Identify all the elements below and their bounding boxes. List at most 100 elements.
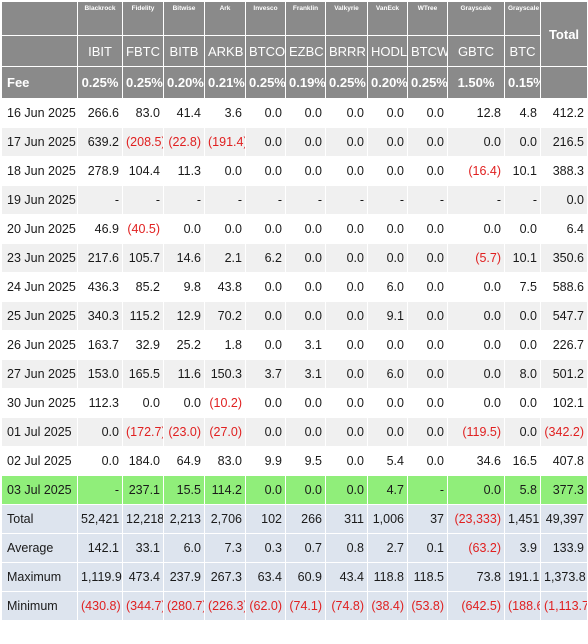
flow-value: 0.0	[447, 330, 505, 360]
flow-value: 0.0	[367, 330, 408, 360]
flow-value: -	[504, 185, 541, 215]
row-total: 412.2	[540, 98, 588, 128]
fee-value: 0.20%	[163, 66, 205, 99]
table-row: 16 Jun 2025 266.6 83.0 41.4 3.6 0.0 0.0 0.0 0.0 0…	[1, 98, 588, 128]
summary-value: (344.7)	[122, 591, 164, 621]
summary-total: (1,113.7)	[540, 591, 588, 621]
flow-value: 9.9	[245, 446, 286, 476]
row-total: 547.7	[540, 301, 588, 331]
ticker-symbol: BTCO	[245, 35, 286, 67]
flow-value: 3.1	[285, 330, 326, 360]
ticker-symbol: FBTC	[122, 35, 164, 67]
flow-value: (10.2)	[204, 388, 246, 418]
flow-value: 0.0	[367, 98, 408, 128]
flow-value: 5.8	[504, 475, 541, 505]
issuer-name: Valkyrie	[325, 1, 368, 36]
fee-row: Fee 0.25% 0.25% 0.20% 0.21% 0.25% 0.19% 0.25% 0.…	[1, 66, 588, 99]
header-corner-cell	[1, 1, 78, 36]
flow-value: 165.5	[122, 359, 164, 389]
summary-value: (430.8)	[77, 591, 123, 621]
flow-value: 0.0	[447, 388, 505, 418]
flow-value: 0.0	[245, 156, 286, 186]
flow-value: 6.2	[245, 243, 286, 273]
summary-value: 1,451	[504, 504, 541, 534]
flow-value: 0.0	[285, 301, 326, 331]
flow-value: 0.0	[285, 475, 326, 505]
summary-value: 1,119.9	[77, 562, 123, 592]
row-date: 16 Jun 2025	[1, 98, 78, 128]
flow-value: (208.5)	[122, 127, 164, 157]
row-total: 377.3	[540, 475, 588, 505]
flow-value: 0.0	[285, 214, 326, 244]
flow-value: 0.0	[245, 98, 286, 128]
flow-value: 11.6	[163, 359, 205, 389]
fee-value: 0.15%	[504, 66, 541, 99]
ticker-symbol: BTCW	[407, 35, 448, 67]
row-date: 24 Jun 2025	[1, 272, 78, 302]
flow-value: 237.1	[122, 475, 164, 505]
flow-value: 34.6	[447, 446, 505, 476]
table-row: 25 Jun 2025 340.3 115.2 12.9 70.2 0.0 0.0 0.0 9.…	[1, 301, 588, 331]
flow-value: 14.6	[163, 243, 205, 273]
fee-value: 0.20%	[367, 66, 408, 99]
flow-value: 3.6	[204, 98, 246, 128]
summary-value: 0.8	[325, 533, 368, 563]
summary-value: (188.6)	[504, 591, 541, 621]
flow-value: 6.0	[367, 272, 408, 302]
issuer-name: Invesco	[245, 1, 286, 36]
row-total: 407.8	[540, 446, 588, 476]
summary-value: 63.4	[245, 562, 286, 592]
issuer-name: Bitwise	[163, 1, 205, 36]
flow-value: 3.7	[245, 359, 286, 389]
row-total: 501.2	[540, 359, 588, 389]
issuer-name: Fidelity	[122, 1, 164, 36]
flow-value: 0.0	[325, 127, 368, 157]
flow-value: 639.2	[77, 127, 123, 157]
flow-value: 150.3	[204, 359, 246, 389]
flow-value: 0.0	[407, 272, 448, 302]
flow-value: 10.1	[504, 243, 541, 273]
flow-value: 0.0	[447, 214, 505, 244]
row-date: 26 Jun 2025	[1, 330, 78, 360]
ticker-symbol: BRRR	[325, 35, 368, 67]
summary-value: 118.8	[367, 562, 408, 592]
flow-value: -	[245, 185, 286, 215]
fee-total-cell	[540, 66, 588, 99]
flow-value: 436.3	[77, 272, 123, 302]
flow-value: 0.0	[367, 127, 408, 157]
table-row: 24 Jun 2025 436.3 85.2 9.8 43.8 0.0 0.0 0.0 6.0 0…	[1, 272, 588, 302]
summary-value: (642.5)	[447, 591, 505, 621]
flow-value: 0.0	[447, 475, 505, 505]
summary-value: 2,213	[163, 504, 205, 534]
flow-value: 4.7	[367, 475, 408, 505]
flow-value: 0.0	[325, 214, 368, 244]
summary-value: 6.0	[163, 533, 205, 563]
summary-value: 12,218	[122, 504, 164, 534]
flow-value: 0.0	[163, 214, 205, 244]
table-row: 30 Jun 2025 112.3 0.0 0.0 (10.2) 0.0 0.0 0.0 0.0…	[1, 388, 588, 418]
flow-value: 83.0	[204, 446, 246, 476]
flow-value: 0.0	[407, 446, 448, 476]
flow-value: 11.3	[163, 156, 205, 186]
summary-total: 1,373.8	[540, 562, 588, 592]
flow-value: 4.8	[504, 98, 541, 128]
flow-value: 163.7	[77, 330, 123, 360]
row-total: 0.0	[540, 185, 588, 215]
summary-value: 267.3	[204, 562, 246, 592]
flow-value: 0.0	[245, 127, 286, 157]
flow-value: 0.0	[204, 214, 246, 244]
flow-value: -	[447, 185, 505, 215]
row-date: 27 Jun 2025	[1, 359, 78, 389]
flow-value: 0.0	[245, 301, 286, 331]
summary-value: 1,006	[367, 504, 408, 534]
flow-value: 0.0	[504, 388, 541, 418]
row-total: 6.4	[540, 214, 588, 244]
summary-value: 7.3	[204, 533, 246, 563]
flow-value: 0.0	[325, 388, 368, 418]
fee-value: 0.25%	[122, 66, 164, 99]
summary-label: Maximum	[1, 562, 78, 592]
flow-value: 83.0	[122, 98, 164, 128]
flow-value: 0.0	[325, 272, 368, 302]
etf-flows-table: Blackrock Fidelity Bitwise Ark Invesco Frankl…	[1, 1, 588, 621]
flow-value: (119.5)	[447, 417, 505, 447]
